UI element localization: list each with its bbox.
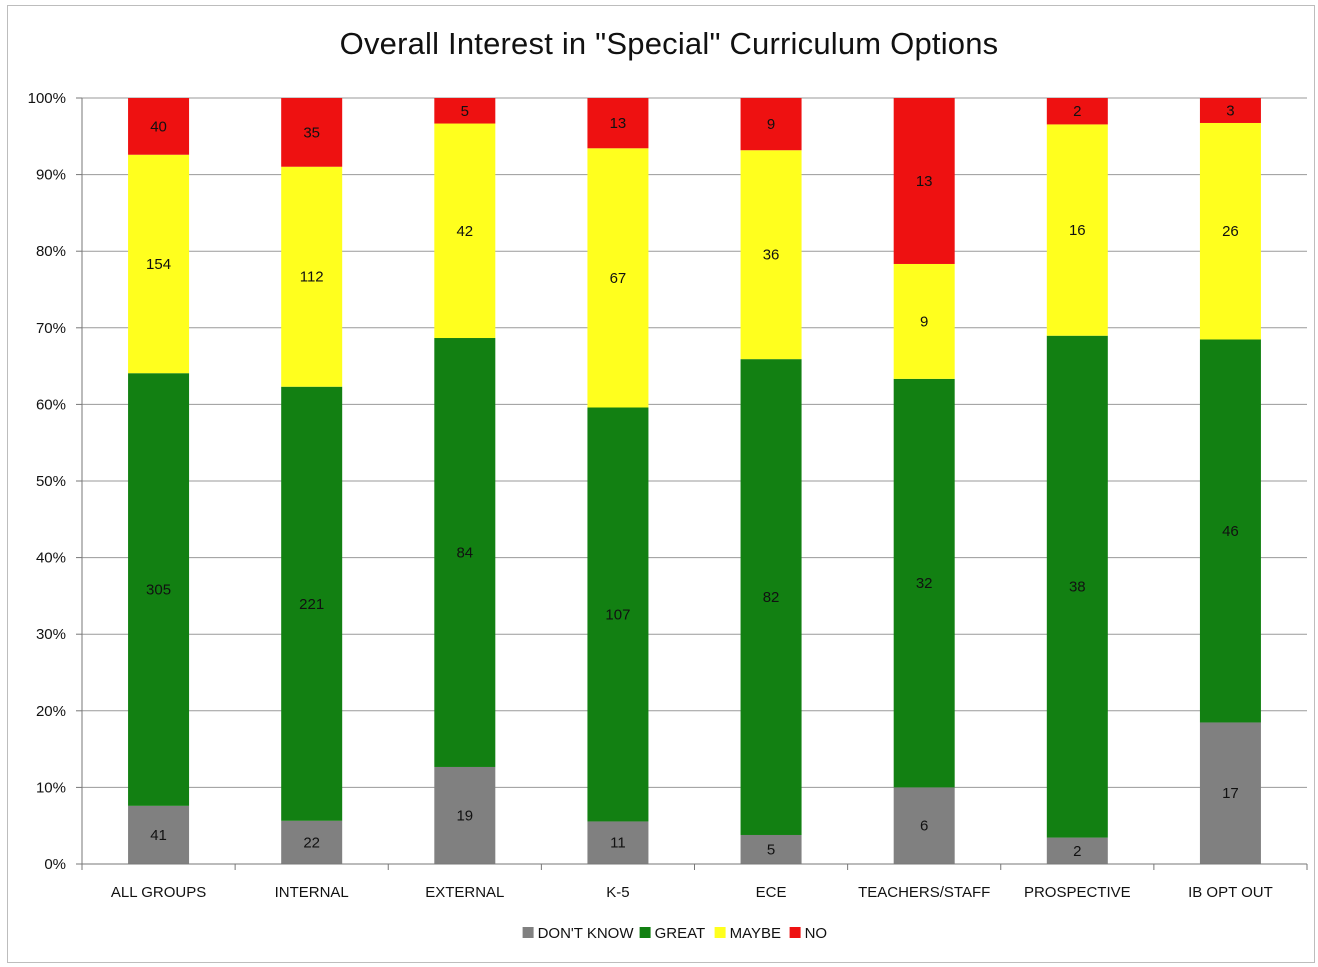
data-label: 13 — [610, 115, 627, 132]
x-category-label: PROSPECTIVE — [1024, 884, 1131, 901]
bar-segment — [1046, 98, 1108, 125]
bar-segment — [434, 98, 496, 124]
legend-label: NO — [805, 925, 828, 942]
data-label: 36 — [763, 247, 780, 264]
data-label: 26 — [1222, 223, 1239, 240]
data-label: 13 — [916, 173, 933, 190]
data-label: 42 — [456, 223, 473, 240]
x-category-label: EXTERNAL — [425, 884, 504, 901]
legend-swatch — [639, 927, 651, 938]
x-category-label: ECE — [756, 884, 787, 901]
bar-segment — [587, 407, 649, 822]
bar-segment — [1046, 335, 1108, 838]
bar-segment — [740, 834, 802, 864]
data-label: 40 — [150, 118, 167, 135]
bar-segment — [893, 378, 955, 788]
x-axis: ALL GROUPS INTERNAL EXTERNAL K-5 ECE TEACHERS… — [81, 863, 1308, 901]
legend-label: GREAT — [655, 925, 706, 942]
data-label: 2 — [1073, 103, 1081, 120]
data-label: 5 — [461, 103, 469, 120]
data-label: 9 — [920, 313, 928, 330]
bar-segment — [434, 123, 496, 339]
y-axis: 0% 10% 20% 30% 40% 50% 60% 70% 80% 90% 100% — [28, 90, 83, 873]
data-label: 46 — [1222, 523, 1239, 540]
y-tick-label: 60% — [36, 396, 66, 413]
data-label: 3 — [1226, 102, 1234, 119]
x-category-label: K-5 — [606, 884, 629, 901]
data-label: 9 — [767, 116, 775, 133]
y-tick-label: 10% — [36, 779, 66, 796]
y-tick-label: 0% — [44, 856, 66, 873]
bar-segment — [1046, 124, 1108, 336]
y-tick-label: 50% — [36, 473, 66, 490]
bar-segment — [128, 805, 190, 864]
y-tick-label: 90% — [36, 167, 66, 184]
data-label: 6 — [920, 818, 928, 835]
data-label: 32 — [916, 575, 933, 592]
bar-segment — [281, 98, 343, 167]
bar-segment — [281, 386, 343, 821]
data-label: 84 — [456, 544, 473, 561]
y-tick-label: 40% — [36, 550, 66, 567]
legend-swatch — [522, 927, 534, 938]
data-label: 154 — [146, 256, 171, 273]
bar-segment — [893, 98, 955, 264]
legend-swatch — [714, 927, 726, 938]
legend-swatch — [789, 927, 801, 938]
y-tick-label: 20% — [36, 703, 66, 720]
data-label: 112 — [300, 269, 324, 286]
x-category-label: INTERNAL — [275, 884, 349, 901]
data-label: 305 — [146, 582, 171, 599]
bar-segment — [128, 98, 190, 155]
legend-label: DON'T KNOW — [538, 925, 635, 942]
bar-segment — [1199, 722, 1261, 864]
bar-segment — [740, 150, 802, 360]
data-label: 38 — [1069, 579, 1086, 596]
bar-segment — [1046, 837, 1108, 864]
bar-segment — [1199, 122, 1261, 340]
bar-segment — [1199, 339, 1261, 723]
bar-segment — [740, 98, 802, 151]
bars: 4130515440222211123519844251110767135823… — [128, 98, 1261, 864]
bar-segment — [434, 766, 496, 864]
bar-segment — [587, 148, 649, 408]
data-label: 11 — [610, 835, 626, 852]
data-label: 41 — [150, 827, 167, 844]
data-label: 5 — [767, 841, 775, 858]
y-tick-label: 100% — [28, 90, 66, 107]
bar-segment — [434, 338, 496, 767]
data-label: 22 — [303, 834, 320, 851]
bar-segment — [587, 821, 649, 864]
bar-segment — [281, 166, 343, 387]
data-label: 67 — [610, 270, 627, 287]
data-label: 19 — [456, 807, 473, 824]
x-category-label: ALL GROUPS — [111, 884, 206, 901]
bar-segment — [128, 154, 190, 374]
chart-title: Overall Interest in "Special" Curriculum… — [339, 26, 999, 61]
data-label: 221 — [299, 596, 324, 613]
bar-segment — [281, 820, 343, 864]
gridlines — [82, 97, 1307, 865]
y-tick-label: 30% — [36, 626, 66, 643]
bar-segment — [128, 373, 190, 806]
bar-segment — [587, 98, 649, 149]
data-label: 16 — [1069, 222, 1086, 239]
bar-segment — [1199, 98, 1261, 123]
y-tick-label: 80% — [36, 243, 66, 260]
data-label: 107 — [605, 606, 630, 623]
legend: DON'T KNOW GREAT MAYBE NO — [522, 925, 828, 942]
bar-segment — [740, 359, 802, 835]
data-label: 2 — [1073, 843, 1081, 860]
data-label: 35 — [303, 124, 320, 141]
bar-segment — [893, 263, 955, 379]
data-label: 17 — [1222, 785, 1239, 802]
legend-label: MAYBE — [730, 925, 781, 942]
y-tick-label: 70% — [36, 320, 66, 337]
x-category-label: IB OPT OUT — [1188, 884, 1273, 901]
x-category-label: TEACHERS/STAFF — [858, 884, 990, 901]
bar-segment — [893, 787, 955, 864]
data-label: 82 — [763, 589, 780, 606]
